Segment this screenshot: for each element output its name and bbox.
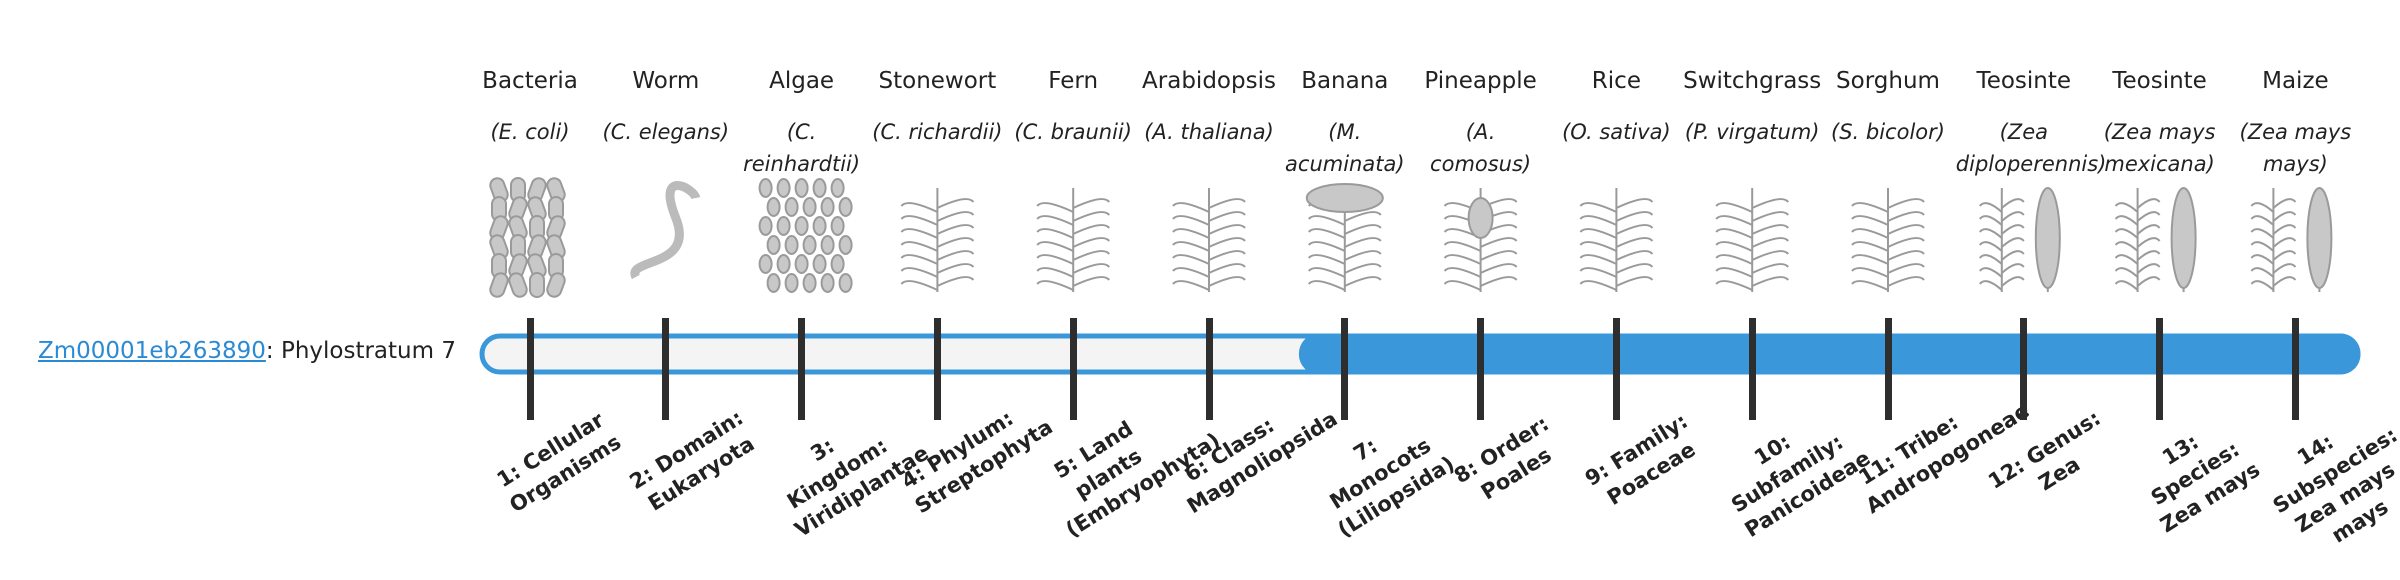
- organism-species: (M. acuminata): [1285, 120, 1405, 176]
- organism-image: [1036, 188, 1110, 292]
- gene-label: Zm00001eb263890: Phylostratum 7: [38, 338, 456, 364]
- organism-species: (E. coli): [490, 120, 570, 144]
- organism-species: (C. richardii): [872, 120, 1003, 144]
- organism-name: Maize: [2262, 68, 2329, 94]
- organism-image: [489, 177, 566, 298]
- organism-name: Teosinte: [2112, 68, 2207, 94]
- stratum-tick: [1884, 318, 1892, 420]
- organism-species: (C. braunii): [1014, 120, 1132, 144]
- organism-species: (P. virgatum): [1684, 120, 1820, 144]
- organism-image: [1579, 188, 1654, 292]
- organism-name: Pineapple: [1424, 68, 1537, 94]
- stratum-tick: [2291, 318, 2299, 420]
- organism-image: [758, 178, 853, 293]
- stratum-tick: [1341, 318, 1349, 420]
- stratum-tick: [526, 318, 534, 420]
- organism-name: Algae: [769, 68, 835, 94]
- organism-image: [1305, 183, 1384, 292]
- stratum-tick: [2020, 318, 2028, 420]
- organism-species: (A. comosus): [1430, 120, 1532, 176]
- stratum-tick: [933, 318, 941, 420]
- organism-species: (O. sativa): [1562, 120, 1671, 144]
- organism-name: Rice: [1591, 68, 1641, 94]
- organism-species: (Zea diploperennis): [1955, 120, 2107, 176]
- organism-name: Fern: [1048, 68, 1099, 94]
- stratum-tick: [1748, 318, 1756, 420]
- gene-text: : Phylostratum: [265, 338, 435, 364]
- organism-image: [1979, 187, 2061, 292]
- organism-image: [2250, 187, 2333, 292]
- organism-species: (A. thaliana): [1144, 120, 1274, 144]
- organism-name: Sorghum: [1836, 68, 1940, 94]
- organism-name: Worm: [632, 68, 700, 94]
- organism-name: Arabidopsis: [1142, 68, 1276, 94]
- gene-stratum: 7: [441, 338, 456, 364]
- organism-species: (S. bicolor): [1831, 120, 1945, 144]
- organism-name: Bacteria: [482, 68, 578, 94]
- stratum-tick: [798, 318, 806, 420]
- organism-name: Banana: [1301, 68, 1389, 94]
- organism-image: [900, 188, 975, 292]
- stratum-tick: [1477, 318, 1485, 420]
- timeline-fill: [1298, 333, 2361, 375]
- gene-link[interactable]: Zm00001eb263890: [38, 338, 266, 364]
- stratum-tick: [1069, 318, 1077, 420]
- organism-image: [2114, 187, 2197, 292]
- organism-species: (Zea mays mays): [2239, 120, 2352, 176]
- organism-image: [1443, 188, 1518, 292]
- organism-species: (C. reinhardtii): [743, 120, 861, 176]
- stratum-tick: [1205, 318, 1213, 420]
- organism-species: (Zea mays mexicana): [2103, 120, 2216, 176]
- organism-image: [630, 181, 701, 280]
- stratum-tick: [1612, 318, 1620, 420]
- organism-name: Teosinte: [1976, 68, 2072, 94]
- organism-image: [1172, 188, 1246, 292]
- organism-name: Stonewort: [878, 68, 997, 94]
- stratum-tick: [2156, 318, 2164, 420]
- organism-species: (C. elegans): [602, 120, 730, 144]
- organism-image: [1715, 188, 1789, 292]
- organism-image: [1851, 188, 1925, 292]
- stratum-tick: [662, 318, 670, 420]
- organism-name: Switchgrass: [1683, 68, 1822, 94]
